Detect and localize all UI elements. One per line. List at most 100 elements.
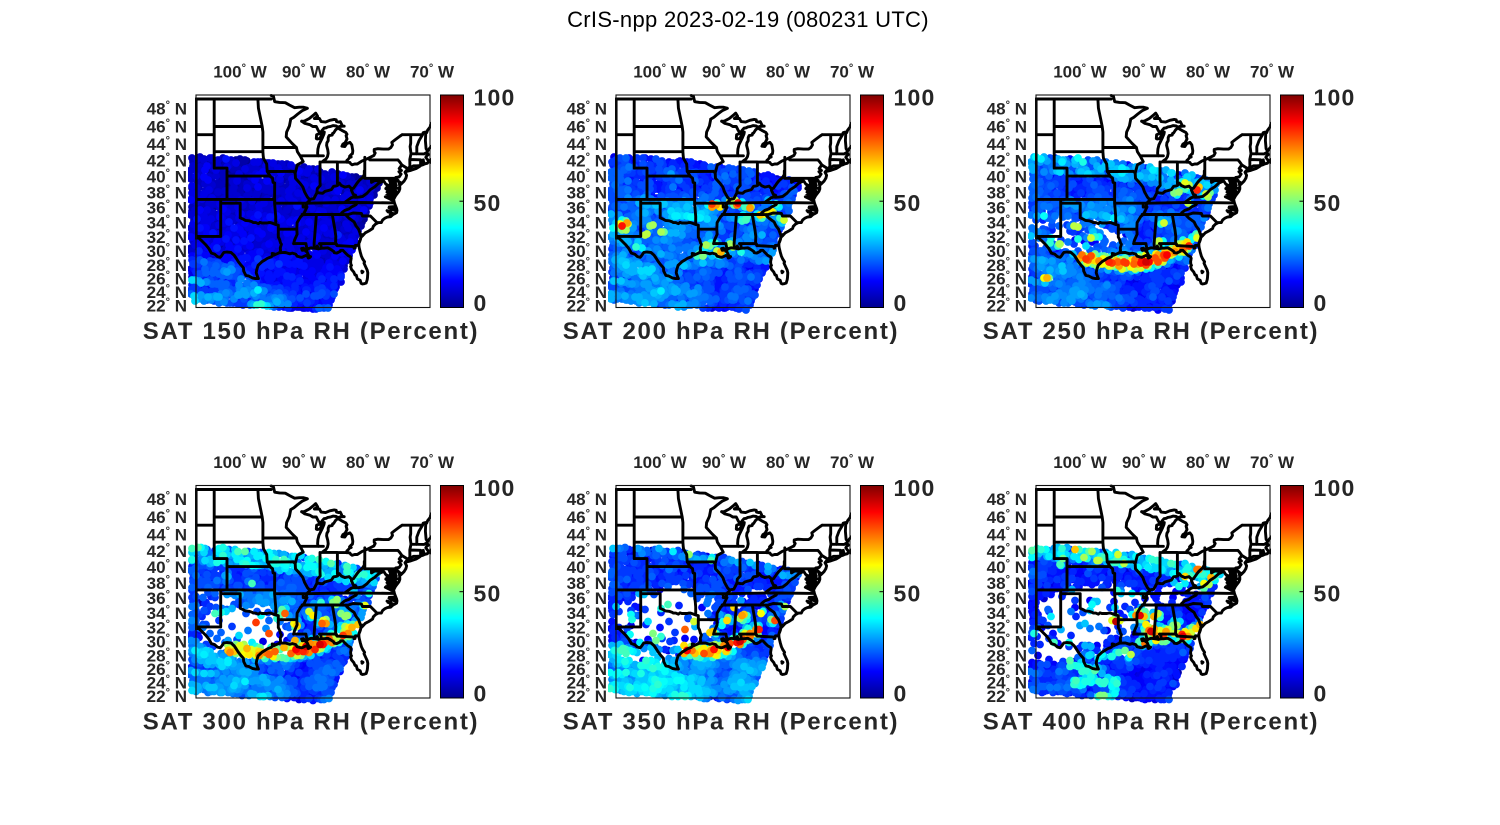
svg-text:30° N: 30° N: [147, 633, 187, 652]
svg-text:100° W: 100° W: [213, 453, 268, 472]
svg-text:44° N: 44° N: [147, 135, 187, 154]
svg-text:100: 100: [474, 85, 516, 111]
svg-text:70° W: 70° W: [410, 453, 455, 472]
svg-text:100: 100: [1314, 475, 1356, 501]
svg-text:44° N: 44° N: [567, 525, 607, 544]
svg-text:50: 50: [1314, 581, 1342, 607]
svg-text:46° N: 46° N: [987, 508, 1027, 527]
svg-text:28° N: 28° N: [987, 256, 1027, 275]
svg-text:90° W: 90° W: [702, 63, 747, 82]
svg-text:90° W: 90° W: [702, 453, 747, 472]
svg-text:90° W: 90° W: [1122, 63, 1167, 82]
svg-text:32° N: 32° N: [987, 228, 1027, 247]
svg-text:24° N: 24° N: [987, 674, 1027, 693]
svg-text:30° N: 30° N: [147, 242, 187, 261]
svg-text:42° N: 42° N: [567, 151, 607, 170]
svg-text:100° W: 100° W: [1053, 63, 1108, 82]
svg-text:80° W: 80° W: [1186, 453, 1231, 472]
svg-text:26° N: 26° N: [567, 660, 607, 679]
svg-text:24° N: 24° N: [567, 674, 607, 693]
svg-text:90° W: 90° W: [282, 453, 327, 472]
svg-text:30° N: 30° N: [987, 242, 1027, 261]
svg-text:36° N: 36° N: [567, 199, 607, 218]
svg-text:44° N: 44° N: [987, 525, 1027, 544]
svg-text:28° N: 28° N: [147, 647, 187, 666]
svg-text:32° N: 32° N: [147, 228, 187, 247]
svg-text:26° N: 26° N: [987, 660, 1027, 679]
svg-text:42° N: 42° N: [987, 542, 1027, 561]
svg-text:100: 100: [894, 85, 936, 111]
svg-text:28° N: 28° N: [147, 256, 187, 275]
svg-text:100: 100: [894, 475, 936, 501]
svg-text:22° N: 22° N: [567, 687, 607, 706]
svg-text:80° W: 80° W: [346, 453, 391, 472]
svg-text:26° N: 26° N: [147, 270, 187, 289]
svg-text:40° N: 40° N: [567, 168, 607, 187]
svg-text:36° N: 36° N: [987, 589, 1027, 608]
svg-text:50: 50: [474, 190, 502, 216]
svg-text:26° N: 26° N: [567, 270, 607, 289]
svg-text:44° N: 44° N: [147, 525, 187, 544]
svg-text:22° N: 22° N: [147, 687, 187, 706]
svg-text:48° N: 48° N: [987, 490, 1027, 509]
svg-text:34° N: 34° N: [147, 213, 187, 232]
svg-text:70° W: 70° W: [1250, 63, 1295, 82]
svg-text:SAT 400 hPa RH (Percent): SAT 400 hPa RH (Percent): [983, 709, 1319, 736]
svg-text:46° N: 46° N: [147, 118, 187, 137]
svg-text:44° N: 44° N: [567, 135, 607, 154]
svg-text:48° N: 48° N: [987, 100, 1027, 119]
svg-text:22° N: 22° N: [987, 687, 1027, 706]
svg-text:42° N: 42° N: [987, 151, 1027, 170]
svg-text:36° N: 36° N: [147, 589, 187, 608]
svg-text:24° N: 24° N: [987, 283, 1027, 302]
svg-text:40° N: 40° N: [987, 168, 1027, 187]
svg-text:32° N: 32° N: [147, 618, 187, 637]
svg-text:46° N: 46° N: [567, 508, 607, 527]
svg-text:34° N: 34° N: [567, 604, 607, 623]
svg-text:40° N: 40° N: [987, 558, 1027, 577]
svg-text:SAT 150 hPa RH (Percent): SAT 150 hPa RH (Percent): [143, 318, 479, 345]
svg-text:32° N: 32° N: [987, 618, 1027, 637]
svg-text:70° W: 70° W: [410, 63, 455, 82]
svg-text:38° N: 38° N: [987, 183, 1027, 202]
svg-text:38° N: 38° N: [147, 574, 187, 593]
svg-text:80° W: 80° W: [1186, 63, 1231, 82]
svg-text:22° N: 22° N: [147, 296, 187, 315]
svg-text:34° N: 34° N: [567, 213, 607, 232]
svg-text:26° N: 26° N: [147, 660, 187, 679]
svg-text:100° W: 100° W: [1053, 453, 1108, 472]
svg-text:0: 0: [1314, 290, 1328, 316]
svg-text:28° N: 28° N: [567, 256, 607, 275]
svg-text:70° W: 70° W: [830, 453, 875, 472]
svg-text:90° W: 90° W: [1122, 453, 1167, 472]
svg-text:36° N: 36° N: [987, 199, 1027, 218]
svg-text:90° W: 90° W: [282, 63, 327, 82]
svg-text:50: 50: [1314, 190, 1342, 216]
svg-text:0: 0: [894, 681, 908, 707]
svg-text:24° N: 24° N: [147, 674, 187, 693]
svg-text:0: 0: [1314, 681, 1328, 707]
svg-text:48° N: 48° N: [567, 490, 607, 509]
svg-text:40° N: 40° N: [147, 168, 187, 187]
svg-text:40° N: 40° N: [147, 558, 187, 577]
svg-text:38° N: 38° N: [147, 183, 187, 202]
svg-text:70° W: 70° W: [830, 63, 875, 82]
svg-text:80° W: 80° W: [346, 63, 391, 82]
svg-text:SAT 350 hPa RH (Percent): SAT 350 hPa RH (Percent): [563, 709, 899, 736]
svg-text:80° W: 80° W: [766, 453, 811, 472]
svg-text:50: 50: [894, 581, 922, 607]
svg-text:0: 0: [474, 681, 488, 707]
svg-text:46° N: 46° N: [147, 508, 187, 527]
svg-text:36° N: 36° N: [567, 589, 607, 608]
svg-text:42° N: 42° N: [567, 542, 607, 561]
svg-text:0: 0: [474, 290, 488, 316]
svg-text:44° N: 44° N: [987, 135, 1027, 154]
svg-text:42° N: 42° N: [147, 542, 187, 561]
svg-text:24° N: 24° N: [567, 283, 607, 302]
svg-text:SAT 300 hPa RH (Percent): SAT 300 hPa RH (Percent): [143, 709, 479, 736]
svg-text:SAT 200 hPa RH (Percent): SAT 200 hPa RH (Percent): [563, 318, 899, 345]
svg-text:32° N: 32° N: [567, 228, 607, 247]
svg-text:22° N: 22° N: [987, 296, 1027, 315]
svg-text:50: 50: [474, 581, 502, 607]
svg-text:28° N: 28° N: [987, 647, 1027, 666]
